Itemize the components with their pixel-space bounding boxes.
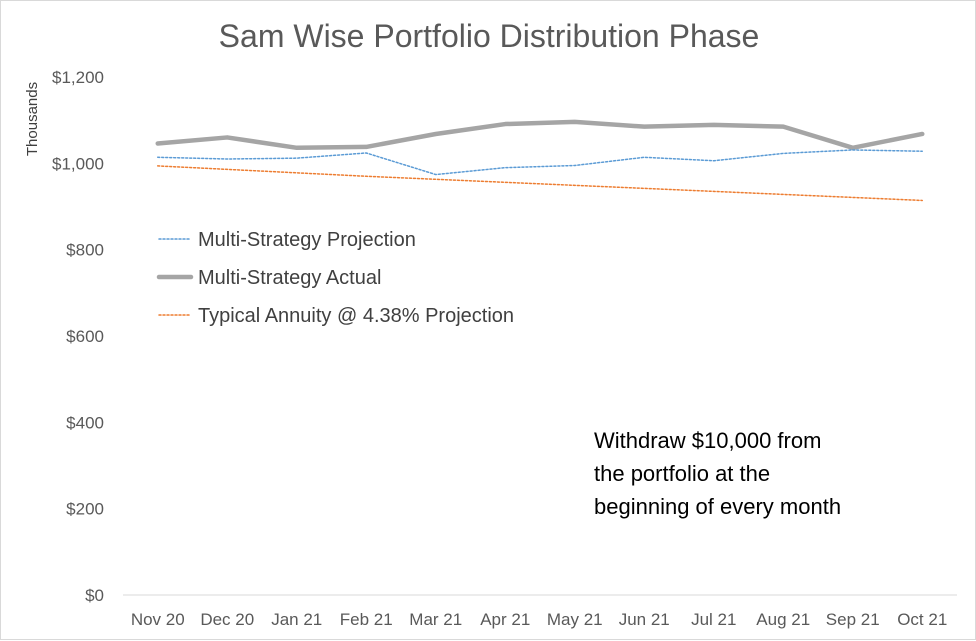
y-tick-label: $1,000 <box>52 154 104 173</box>
annotation-line: the portfolio at the <box>594 461 770 486</box>
series-lines <box>155 119 925 202</box>
annotation: Withdraw $10,000 from the portfolio at th… <box>594 428 841 519</box>
x-tick-label: Nov 20 <box>131 610 185 629</box>
x-tick-labels: Nov 20 Dec 20 Jan 21 Feb 21 Mar 21 Apr 21 May … <box>131 610 947 629</box>
x-tick-label: Aug 21 <box>756 610 810 629</box>
y-tick-label: $0 <box>85 586 104 605</box>
y-tick-label: $800 <box>66 241 104 260</box>
x-tick-label: May 21 <box>547 610 603 629</box>
annotation-line: beginning of every month <box>594 494 841 519</box>
x-tick-label: Apr 21 <box>480 610 530 629</box>
y-tick-label: $1,200 <box>52 68 104 87</box>
legend-label: Typical Annuity @ 4.38% Projection <box>198 305 514 327</box>
legend-label: Multi-Strategy Projection <box>198 229 416 251</box>
legend: Multi-Strategy Projection Multi-Strategy … <box>156 229 514 327</box>
y-tick-label: $200 <box>66 500 104 519</box>
y-tick-label: $400 <box>66 413 104 432</box>
y-tick-labels: $0 $200 $400 $600 $800 $1,000 $1,200 <box>52 68 104 605</box>
annotation-line: Withdraw $10,000 from <box>594 428 821 453</box>
legend-label: Multi-Strategy Actual <box>198 267 381 289</box>
x-tick-label: Jan 21 <box>271 610 322 629</box>
x-tick-label: Jul 21 <box>691 610 736 629</box>
x-tick-label: Jun 21 <box>619 610 670 629</box>
y-tick-label: $600 <box>66 327 104 346</box>
x-tick-label: Dec 20 <box>200 610 254 629</box>
x-tick-label: Oct 21 <box>897 610 947 629</box>
series-line-1 <box>157 149 923 176</box>
series-line-3 <box>157 165 923 202</box>
chart-title: Sam Wise Portfolio Distribution Phase <box>219 18 760 54</box>
x-tick-label: Feb 21 <box>340 610 393 629</box>
x-tick-label: Sep 21 <box>826 610 880 629</box>
y-axis-title: Thousands <box>24 82 41 156</box>
x-tick-label: Mar 21 <box>409 610 462 629</box>
series-line-2 <box>155 119 925 151</box>
